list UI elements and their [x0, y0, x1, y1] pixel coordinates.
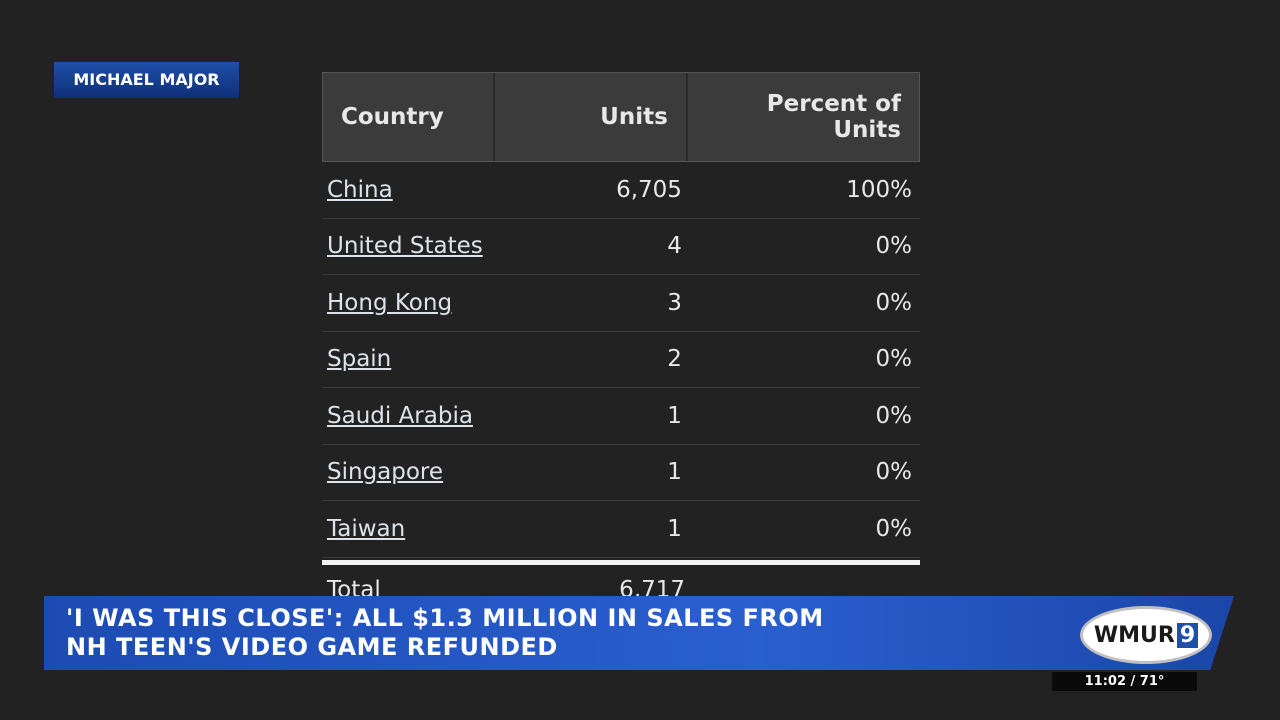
- table-row: China 6,705 100%: [322, 162, 920, 219]
- column-header: Units: [495, 73, 688, 161]
- sales-table: Country Units Percent of Units China 6,705 1…: [322, 72, 920, 615]
- country-link[interactable]: Hong Kong: [327, 289, 453, 316]
- country-link[interactable]: Singapore: [327, 459, 444, 486]
- headline-line: 'I WAS THIS CLOSE': ALL $1.3 MILLION IN …: [66, 604, 824, 632]
- name-tag: MICHAEL MAJOR: [54, 62, 239, 98]
- table-body: China 6,705 100% United States 4 0% Hong Kong 3…: [322, 162, 920, 558]
- table-row: Hong Kong 3 0%: [322, 275, 920, 332]
- table-cell: 0%: [875, 402, 913, 429]
- logo-channel: 9: [1176, 622, 1199, 648]
- country-link[interactable]: Saudi Arabia: [327, 402, 473, 429]
- column-header: Percent of Units: [766, 91, 901, 143]
- headline-banner: 'I WAS THIS CLOSE': ALL $1.3 MILLION IN …: [44, 596, 1234, 670]
- table-cell: 6,705: [616, 176, 682, 203]
- logo-text: WMUR: [1093, 622, 1175, 648]
- column-header: Country: [323, 73, 496, 161]
- table-row: Spain 2 0%: [322, 332, 920, 388]
- headline-line: NH TEEN'S VIDEO GAME REFUNDED: [66, 633, 558, 661]
- table-cell: 3: [667, 289, 682, 316]
- clock-temp: 11:02 / 71°: [1052, 672, 1197, 691]
- total-rule: [322, 559, 920, 565]
- table-cell: 1: [667, 402, 682, 429]
- table-cell: 1: [667, 459, 682, 486]
- station-logo: WMUR 9: [1080, 606, 1212, 664]
- table-header: Country Units Percent of Units: [322, 72, 920, 162]
- table-cell: 4: [667, 233, 682, 260]
- country-link[interactable]: United States: [327, 233, 483, 260]
- table-cell: 0%: [875, 233, 913, 260]
- country-link[interactable]: Spain: [327, 346, 392, 373]
- table-cell: 0%: [875, 515, 913, 542]
- table-cell: 0%: [875, 346, 913, 373]
- table-cell: 0%: [875, 459, 913, 486]
- table-cell: 2: [667, 346, 682, 373]
- table-cell: 100%: [846, 176, 912, 203]
- table-row: Saudi Arabia 1 0%: [322, 388, 920, 445]
- table-row: United States 4 0%: [322, 219, 920, 275]
- table-row: Taiwan 1 0%: [322, 501, 920, 558]
- table-cell: 1: [667, 515, 682, 542]
- country-link[interactable]: Taiwan: [327, 515, 406, 542]
- table-row: Singapore 1 0%: [322, 445, 920, 501]
- table-cell: 0%: [875, 289, 913, 316]
- country-link[interactable]: China: [327, 176, 393, 203]
